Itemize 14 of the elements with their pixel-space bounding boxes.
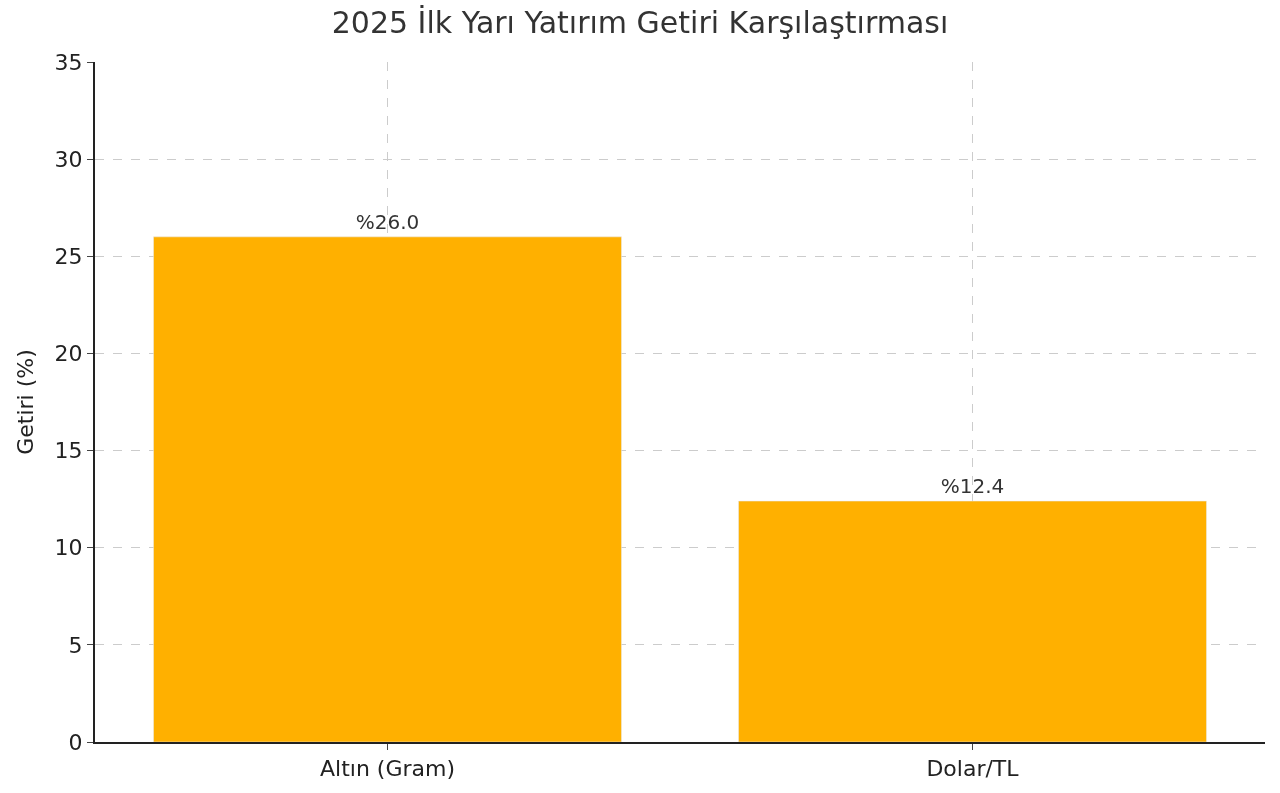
y-tick-label: 25	[54, 243, 83, 269]
y-axis-title: Getiri (%)	[12, 349, 38, 455]
data-label: %26.0	[355, 209, 420, 234]
y-tick-label: 5	[68, 632, 83, 658]
x-tick-label: Altın (Gram)	[319, 756, 456, 782]
y-tick-label: 20	[54, 341, 83, 367]
y-tick-label: 35	[54, 49, 83, 75]
chart-title: 2025 İlk Yarı Yatırım Getiri Karşılaştırması	[331, 4, 949, 40]
data-label: %12.4	[940, 474, 1005, 499]
y-tick-label: 0	[68, 729, 83, 755]
y-tick-label: 10	[54, 535, 83, 561]
x-tick-label: Dolar/TL	[926, 756, 1020, 782]
y-tick-label: 15	[54, 438, 83, 464]
y-tick-label: 30	[54, 146, 83, 172]
